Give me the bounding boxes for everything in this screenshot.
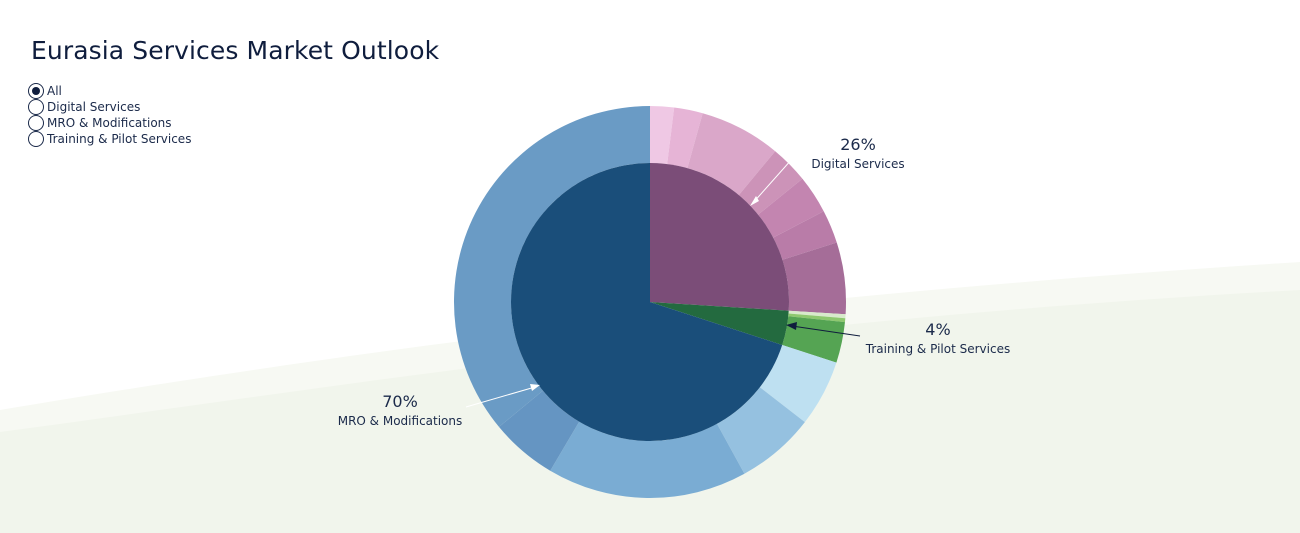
ring-slice-mro-modifications-3[interactable] xyxy=(550,421,745,498)
ring-slice-mro-modifications-1[interactable] xyxy=(759,344,837,423)
radio-mro-modifications[interactable] xyxy=(28,115,44,131)
callout-arrow-mro-modifications xyxy=(530,384,540,391)
ring-slice-digital-services-2[interactable] xyxy=(667,107,703,169)
ring-slice-digital-services-5[interactable] xyxy=(758,178,824,238)
ring-slice-digital-services-6[interactable] xyxy=(773,211,837,260)
ring-slice-digital-services-7[interactable] xyxy=(782,242,846,315)
ring-slice-training-pilot-services-3[interactable] xyxy=(782,316,845,363)
filter-option-digital-services[interactable]: Digital Services xyxy=(28,99,191,115)
callout-pct-mro-modifications: 70% xyxy=(382,392,418,411)
ring-slice-training-pilot-services-1[interactable] xyxy=(788,310,846,319)
pie-slice-digital-services[interactable] xyxy=(650,163,790,311)
callout-arrow-training-pilot-services xyxy=(786,322,797,330)
filter-label-mro-modifications: MRO & Modifications xyxy=(47,116,172,130)
callout-arrow-digital-services xyxy=(750,196,759,206)
filter-option-mro-modifications[interactable]: MRO & Modifications xyxy=(28,115,191,131)
filter-option-all[interactable]: All xyxy=(28,83,191,99)
ring-slice-digital-services-3[interactable] xyxy=(687,113,776,196)
radio-all[interactable] xyxy=(28,83,44,99)
callout-pct-digital-services: 26% xyxy=(840,135,876,154)
pie-slice-mro-modifications[interactable] xyxy=(511,163,783,441)
callout-line-digital-services xyxy=(751,149,801,205)
page-title: Eurasia Services Market Outlook xyxy=(31,36,440,65)
pie-slice-training-pilot-services[interactable] xyxy=(650,302,789,345)
ring-slice-mro-modifications-5[interactable] xyxy=(453,106,650,427)
outer-ring xyxy=(453,106,846,498)
filter-label-digital-services: Digital Services xyxy=(47,100,141,114)
callouts: 26% Digital Services 4% Training & Pilot… xyxy=(338,135,1010,428)
ring-slice-digital-services-1[interactable] xyxy=(650,106,675,165)
inner-pie xyxy=(511,163,790,441)
ring-slice-training-pilot-services-2[interactable] xyxy=(788,313,846,323)
radio-training-pilot-services[interactable] xyxy=(28,131,44,147)
radio-digital-services[interactable] xyxy=(28,99,44,115)
callout-line-mro-modifications xyxy=(465,386,536,408)
filter-label-training-pilot-services: Training & Pilot Services xyxy=(47,132,192,146)
segment-filter-group: All Digital Services MRO & Modifications… xyxy=(28,83,191,147)
callout-label-training-pilot-services: Training & Pilot Services xyxy=(865,342,1010,356)
ring-slice-mro-modifications-2[interactable] xyxy=(716,387,805,474)
callout-pct-training-pilot-services: 4% xyxy=(925,320,950,339)
callout-line-training-pilot-services xyxy=(791,325,861,337)
callout-label-mro-modifications: MRO & Modifications xyxy=(338,414,463,428)
filter-option-training-pilot-services[interactable]: Training & Pilot Services xyxy=(28,131,191,147)
callout-label-digital-services: Digital Services xyxy=(811,157,904,171)
filter-label-all: All xyxy=(47,84,62,98)
ring-slice-mro-modifications-4[interactable] xyxy=(498,390,580,471)
